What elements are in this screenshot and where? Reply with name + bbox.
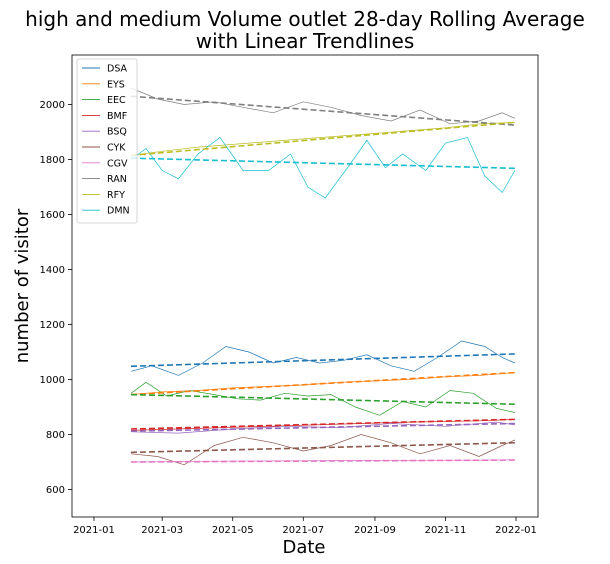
y-tick-label: 2000 xyxy=(40,100,65,111)
legend: DSA EYS EEC BMF BSQ CYK CGV RAN RFY DMN xyxy=(76,58,138,224)
series-line-dmn xyxy=(130,137,516,199)
y-axis-label: number of visitor xyxy=(12,208,33,363)
chart-title-line1: high and medium Volume outlet 28-day Rol… xyxy=(25,7,585,31)
y-tick-label: 1000 xyxy=(40,375,65,386)
trendline-ran xyxy=(130,95,515,126)
series-line-ran xyxy=(130,87,516,125)
trendline-rfy xyxy=(130,121,515,157)
legend-label-cgv: CGV xyxy=(107,158,128,169)
x-tick-label: 2021-11 xyxy=(425,525,467,536)
legend-label-rfy: RFY xyxy=(107,190,125,201)
legend-label-eec: EEC xyxy=(107,95,126,106)
y-tick-label: 1600 xyxy=(40,210,65,221)
legend-label-ran: RAN xyxy=(107,174,127,185)
y-tick-label: 1400 xyxy=(40,265,65,276)
chart-title-line2: with Linear Trendlines xyxy=(196,29,415,53)
legend-label-eys: EYS xyxy=(107,79,125,90)
y-tick-label: 800 xyxy=(46,430,65,441)
x-axis-label: Date xyxy=(282,537,325,558)
series-line-dsa xyxy=(130,340,516,376)
trendline-eys xyxy=(130,371,515,396)
x-tick-label: 2021-07 xyxy=(282,525,324,536)
x-tick-label: 2021-01 xyxy=(73,525,115,536)
legend-label-cyk: CYK xyxy=(107,143,126,154)
y-tick-label: 600 xyxy=(46,485,65,496)
trendline-bsq xyxy=(130,422,515,432)
x-tick-label: 2021-09 xyxy=(354,525,396,536)
y-tick-label: 1200 xyxy=(40,320,65,331)
legend-label-bmf: BMF xyxy=(107,111,127,122)
trendline-bmf xyxy=(130,418,515,430)
legend-label-bsq: BSQ xyxy=(107,127,127,138)
legend-label-dsa: DSA xyxy=(107,64,128,75)
trendline-cgv xyxy=(130,459,515,463)
axes: 2021-01 2021-03 2021-05 2021-07 2021-09 2021-… xyxy=(40,54,539,536)
plot-lines xyxy=(130,87,516,466)
x-tick-label: 2021-05 xyxy=(212,525,254,536)
y-tick-label: 1800 xyxy=(40,155,65,166)
x-tick-label: 2021-03 xyxy=(141,525,183,536)
trendline-eec xyxy=(130,393,515,406)
trendline-cyk xyxy=(130,441,515,454)
series-line-rfy xyxy=(130,122,515,156)
trendline-dsa xyxy=(130,353,515,368)
trendline-dmn xyxy=(130,157,515,170)
series-line-cyk xyxy=(130,434,516,466)
x-tick-label: 2022-01 xyxy=(495,525,537,536)
plot-frame xyxy=(71,54,539,518)
legend-label-dmn: DMN xyxy=(107,206,130,217)
